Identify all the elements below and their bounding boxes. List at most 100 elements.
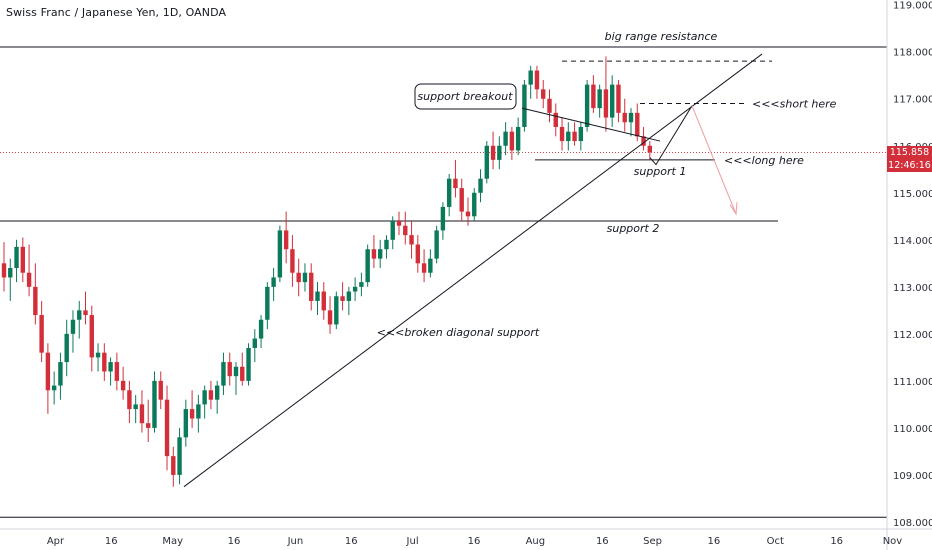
candle-body — [553, 112, 558, 127]
candle-body — [647, 145, 653, 153]
candle-body — [133, 404, 138, 410]
candle-body — [566, 131, 571, 142]
candle — [315, 282, 320, 316]
time-tick-label: Jul — [406, 536, 419, 547]
candle-body — [428, 258, 433, 273]
price-tick-label: 109.000 — [893, 471, 932, 482]
candle — [578, 122, 584, 151]
candle-body — [51, 385, 57, 391]
callout-box — [414, 83, 517, 110]
candle — [572, 122, 577, 146]
candle — [258, 315, 264, 348]
level-lines — [0, 46, 887, 518]
candle — [89, 305, 94, 372]
candle — [290, 235, 295, 287]
candle — [51, 371, 57, 405]
candle-body — [509, 131, 515, 151]
candle-body — [208, 390, 214, 400]
candle — [196, 394, 201, 433]
candle — [246, 343, 251, 386]
candle-body — [177, 437, 182, 475]
time-tick-label: 16 — [596, 536, 609, 547]
time-tick-label: 16 — [228, 536, 241, 547]
candle-body — [453, 178, 458, 189]
candle-body — [446, 178, 452, 207]
candle — [177, 427, 182, 485]
candle — [8, 258, 13, 301]
candle-body — [14, 246, 19, 269]
candle — [1, 242, 7, 292]
candle-body — [434, 230, 439, 259]
candle-body — [327, 310, 333, 325]
callout-pointer-line — [521, 107, 661, 142]
candle — [183, 399, 189, 447]
candle-body — [635, 112, 640, 137]
time-tick-label: 16 — [708, 536, 721, 547]
candle-body — [378, 249, 383, 259]
candle — [296, 258, 301, 297]
candle — [83, 291, 88, 325]
time-tick-label: Aug — [526, 536, 546, 547]
candle — [415, 235, 421, 273]
candle-body — [440, 206, 446, 231]
candle — [440, 202, 446, 240]
candle — [359, 272, 364, 297]
time-tick-label: May — [162, 536, 183, 547]
candle-body — [541, 89, 546, 99]
candle — [20, 237, 26, 283]
callout-label: support breakout — [417, 90, 513, 103]
candle-body — [265, 286, 270, 320]
candle — [409, 221, 414, 259]
candle-body — [171, 456, 176, 475]
candle — [591, 75, 596, 113]
candle — [490, 131, 496, 170]
candle-body — [591, 84, 596, 109]
candle-body — [490, 145, 496, 160]
candle — [302, 263, 308, 292]
candle — [95, 343, 101, 372]
candle-body — [26, 272, 32, 287]
candle — [334, 291, 339, 330]
candle-body — [39, 315, 44, 353]
candle — [522, 79, 527, 132]
candle — [541, 79, 546, 109]
candle — [252, 329, 257, 363]
candle-body — [290, 249, 295, 273]
candle — [221, 352, 226, 395]
candle-body — [139, 404, 145, 424]
candle — [14, 239, 19, 283]
candle-body — [359, 282, 364, 287]
time-tick-label: Sep — [643, 536, 662, 547]
candle-body — [152, 380, 157, 428]
candle — [146, 399, 151, 443]
candle — [171, 446, 176, 487]
projection-arrow-head — [729, 202, 738, 216]
candle — [509, 126, 515, 160]
candle — [622, 98, 627, 132]
candle-body — [315, 291, 320, 301]
candle-body — [559, 126, 565, 142]
candle — [446, 173, 452, 217]
candle-body — [597, 89, 602, 109]
candle-body — [334, 296, 339, 325]
candle-body — [421, 263, 427, 273]
candle-body — [528, 70, 533, 85]
candle — [453, 159, 458, 198]
candle — [58, 352, 63, 400]
candle-body — [465, 211, 471, 217]
candle-body — [302, 272, 308, 283]
candle-body — [146, 423, 151, 428]
candle-body — [321, 291, 326, 311]
candle — [597, 84, 602, 118]
long-here-label: <<<long here — [724, 154, 804, 167]
candle — [189, 390, 195, 428]
time-tick-label: Jun — [287, 536, 304, 547]
candle-body — [214, 385, 220, 400]
bar-countdown-tag: 12:46:16 — [887, 159, 932, 173]
candle — [603, 56, 609, 132]
candle-body — [271, 277, 276, 287]
candle — [127, 380, 132, 424]
candle — [158, 371, 163, 410]
